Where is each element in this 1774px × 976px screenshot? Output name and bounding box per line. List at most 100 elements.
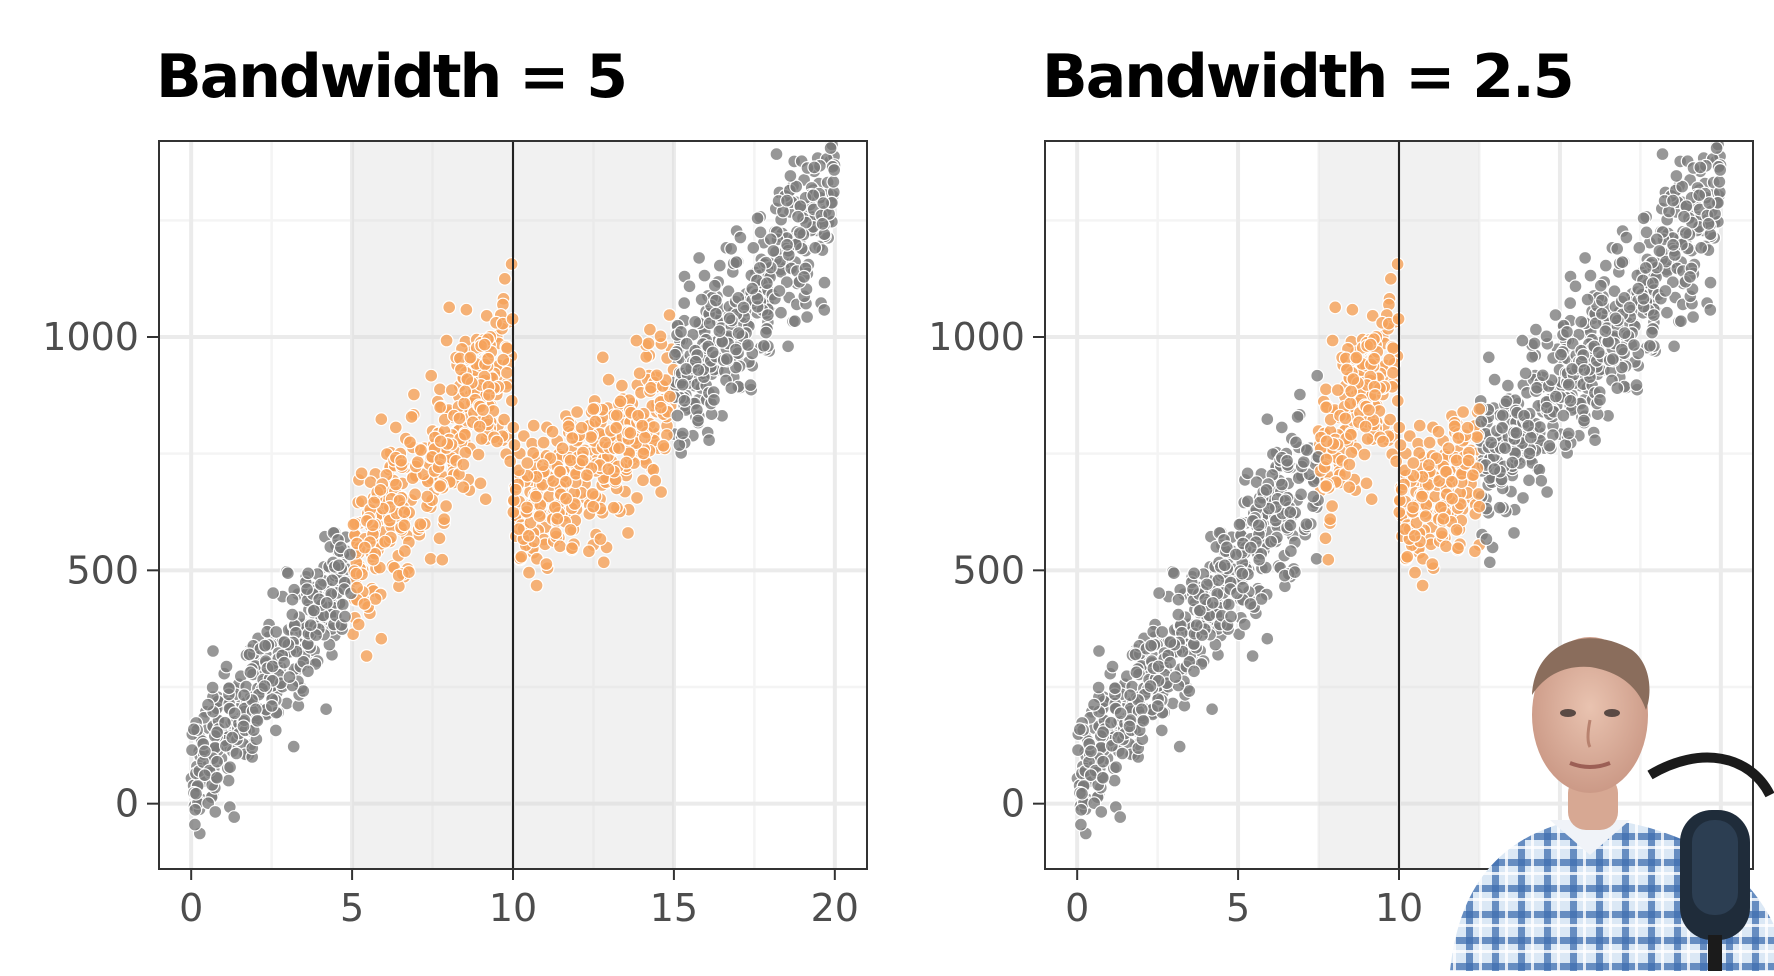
point-in-bandwidth bbox=[367, 495, 382, 510]
point-outside-bandwidth bbox=[1253, 495, 1268, 510]
x-tick-label: 0 bbox=[179, 886, 203, 930]
point-outside-bandwidth bbox=[1675, 179, 1690, 194]
point-in-bandwidth bbox=[1365, 308, 1380, 323]
point-outside-bandwidth bbox=[280, 566, 295, 581]
point-outside-bandwidth bbox=[1615, 255, 1630, 270]
point-outside-bandwidth bbox=[806, 188, 821, 203]
point-outside-bandwidth bbox=[1186, 664, 1201, 679]
point-outside-bandwidth bbox=[1509, 425, 1524, 440]
point-in-bandwidth bbox=[473, 476, 488, 491]
point-outside-bandwidth bbox=[1205, 595, 1220, 610]
point-outside-bandwidth bbox=[1235, 566, 1250, 581]
point-outside-bandwidth bbox=[1107, 773, 1122, 788]
point-outside-bandwidth bbox=[219, 659, 234, 674]
point-outside-bandwidth bbox=[1245, 648, 1260, 663]
point-outside-bandwidth bbox=[796, 269, 811, 284]
point-in-bandwidth bbox=[579, 468, 594, 483]
x-tick-label: 0 bbox=[1065, 886, 1089, 930]
point-outside-bandwidth bbox=[186, 722, 201, 737]
point-outside-bandwidth bbox=[1163, 655, 1178, 670]
point-outside-bandwidth bbox=[1128, 647, 1143, 662]
point-in-bandwidth bbox=[397, 518, 412, 533]
point-outside-bandwidth bbox=[1155, 624, 1170, 639]
point-outside-bandwidth bbox=[1645, 276, 1660, 291]
point-outside-bandwidth bbox=[1539, 400, 1554, 415]
point-outside-bandwidth bbox=[1693, 160, 1708, 175]
point-outside-bandwidth bbox=[1109, 760, 1124, 775]
point-outside-bandwidth bbox=[1559, 324, 1574, 339]
point-outside-bandwidth bbox=[1658, 283, 1673, 298]
point-outside-bandwidth bbox=[1096, 754, 1111, 769]
point-in-bandwidth bbox=[649, 368, 664, 383]
point-outside-bandwidth bbox=[1306, 489, 1321, 504]
point-outside-bandwidth bbox=[1122, 719, 1137, 734]
point-outside-bandwidth bbox=[306, 603, 321, 618]
point-in-bandwidth bbox=[609, 420, 624, 435]
point-in-bandwidth bbox=[1318, 531, 1333, 546]
point-in-bandwidth bbox=[1319, 434, 1334, 449]
point-outside-bandwidth bbox=[708, 293, 723, 308]
point-outside-bandwidth bbox=[208, 804, 223, 819]
point-in-bandwidth bbox=[432, 531, 447, 546]
point-in-bandwidth bbox=[601, 462, 616, 477]
point-outside-bandwidth bbox=[1598, 258, 1613, 273]
point-outside-bandwidth bbox=[1134, 702, 1149, 717]
point-outside-bandwidth bbox=[1593, 278, 1608, 293]
point-outside-bandwidth bbox=[769, 147, 784, 162]
point-in-bandwidth bbox=[564, 541, 579, 556]
point-in-bandwidth bbox=[388, 477, 403, 492]
point-outside-bandwidth bbox=[1610, 241, 1625, 256]
point-in-bandwidth bbox=[423, 551, 438, 566]
point-outside-bandwidth bbox=[201, 697, 216, 712]
point-in-bandwidth bbox=[620, 525, 635, 540]
point-in-bandwidth bbox=[1318, 382, 1333, 397]
point-outside-bandwidth bbox=[1283, 505, 1298, 520]
point-in-bandwidth bbox=[432, 382, 447, 397]
plot-area bbox=[1045, 110, 1753, 869]
point-outside-bandwidth bbox=[1594, 306, 1609, 321]
point-outside-bandwidth bbox=[1553, 347, 1568, 362]
point-in-bandwidth bbox=[1343, 427, 1358, 442]
point-in-bandwidth bbox=[1330, 383, 1345, 398]
point-in-bandwidth bbox=[1359, 476, 1374, 491]
point-outside-bandwidth bbox=[1535, 368, 1550, 383]
point-in-bandwidth bbox=[456, 480, 471, 495]
point-in-bandwidth bbox=[437, 512, 452, 527]
point-in-bandwidth bbox=[574, 420, 589, 435]
point-outside-bandwidth bbox=[1522, 446, 1537, 461]
point-outside-bandwidth bbox=[1629, 378, 1644, 393]
point-in-bandwidth bbox=[1319, 452, 1334, 467]
point-outside-bandwidth bbox=[1568, 279, 1583, 294]
point-outside-bandwidth bbox=[248, 702, 263, 717]
point-in-bandwidth bbox=[520, 456, 535, 471]
point-outside-bandwidth bbox=[787, 314, 802, 329]
point-outside-bandwidth bbox=[1655, 147, 1670, 162]
point-outside-bandwidth bbox=[1706, 110, 1719, 123]
point-outside-bandwidth bbox=[1703, 275, 1718, 290]
point-in-bandwidth bbox=[439, 499, 454, 514]
point-in-bandwidth bbox=[408, 487, 423, 502]
point-outside-bandwidth bbox=[197, 768, 212, 783]
chart-title-bandwidth-2-5: Bandwidth = 2.5 bbox=[1042, 42, 1573, 112]
point-outside-bandwidth bbox=[688, 314, 703, 329]
point-outside-bandwidth bbox=[1113, 810, 1128, 825]
point-in-bandwidth bbox=[1444, 474, 1459, 489]
point-in-bandwidth bbox=[1461, 453, 1476, 468]
point-in-bandwidth bbox=[559, 491, 574, 506]
point-in-bandwidth bbox=[558, 474, 573, 489]
point-in-bandwidth bbox=[606, 500, 621, 515]
point-in-bandwidth bbox=[1345, 302, 1360, 317]
point-outside-bandwidth bbox=[781, 339, 796, 354]
point-in-bandwidth bbox=[563, 522, 578, 537]
point-outside-bandwidth bbox=[789, 179, 804, 194]
point-in-bandwidth bbox=[357, 540, 372, 555]
point-outside-bandwidth bbox=[807, 160, 822, 175]
point-outside-bandwidth bbox=[1240, 466, 1255, 481]
point-outside-bandwidth bbox=[1713, 163, 1728, 178]
point-in-bandwidth bbox=[373, 482, 388, 497]
point-in-bandwidth bbox=[374, 412, 389, 427]
point-outside-bandwidth bbox=[697, 268, 712, 283]
point-in-bandwidth bbox=[401, 565, 416, 580]
point-outside-bandwidth bbox=[1709, 141, 1724, 156]
point-outside-bandwidth bbox=[210, 754, 225, 769]
